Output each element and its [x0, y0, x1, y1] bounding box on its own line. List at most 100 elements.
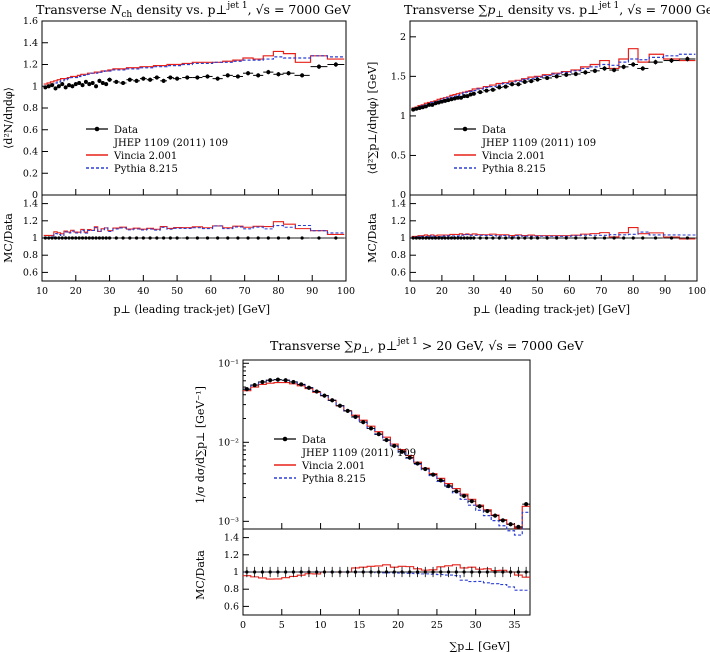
ratio-data-point	[94, 236, 98, 240]
data-point	[465, 94, 470, 99]
ratio-data-point	[276, 236, 281, 240]
ratio-data-point	[431, 570, 435, 574]
data-point	[669, 58, 674, 63]
data-point	[121, 80, 126, 85]
y-tick-label: 0	[400, 190, 406, 201]
data-point	[291, 379, 296, 384]
data-point	[337, 403, 342, 408]
ratio-data-point	[433, 236, 438, 240]
ratio-pythia-line	[43, 224, 345, 238]
title-part: , p⊥	[370, 338, 398, 353]
data-point	[306, 385, 311, 390]
data-point	[141, 76, 146, 81]
data-point	[415, 461, 420, 466]
data-point	[454, 489, 459, 494]
legend-data-marker	[282, 436, 288, 442]
x-tick-label: 90	[306, 286, 318, 297]
y-axis-label: ⟨d²N/dηdφ⟩	[2, 87, 15, 149]
ratio-data-point	[128, 236, 132, 240]
ratio-data-point	[574, 236, 578, 240]
x-tick-label: 60	[563, 286, 575, 297]
ratio-data-point	[256, 236, 260, 240]
ratio-data-point	[77, 236, 81, 240]
series-vincia-line	[411, 48, 696, 109]
ratio-y-tick-label: 0.8	[23, 250, 38, 261]
data-point	[485, 509, 490, 514]
ratio-data-point	[392, 570, 396, 574]
x-axis-label: ∑p⊥ [GeV]	[449, 640, 510, 652]
y-tick-label: 0.5	[391, 150, 406, 161]
data-point	[459, 95, 464, 100]
ratio-data-point	[641, 236, 645, 240]
data-point	[471, 91, 476, 96]
ratio-data-point	[535, 236, 540, 240]
title-subscript: ch	[121, 10, 132, 20]
y-tick-label: 1.2	[23, 60, 38, 71]
ratio-data-point	[491, 236, 495, 240]
ratio-data-point	[216, 236, 220, 240]
ratio-y-tick-label: 1	[400, 233, 406, 244]
data-point	[104, 82, 109, 87]
ratio-data-point	[443, 236, 447, 240]
data-point	[524, 502, 529, 507]
title-part: Transverse	[36, 2, 110, 17]
data-point	[420, 105, 425, 110]
ratio-data-point	[485, 570, 489, 574]
x-tick-label: 15	[353, 620, 365, 631]
panel-sumpt-distribution: Transverse ∑p⊥, p⊥jet 1 > 20 GeV, √s = 7…	[194, 337, 584, 652]
ratio-data-point	[446, 236, 450, 240]
data-point	[127, 77, 132, 82]
data-point	[107, 77, 112, 82]
x-tick-label: 5	[279, 620, 285, 631]
title-superscript: jet 1	[397, 337, 418, 347]
title-subscript: ⊥	[361, 346, 369, 356]
ratio-data-point	[369, 570, 373, 574]
y-tick-label: 0.2	[23, 168, 38, 179]
ratio-data-point	[334, 236, 338, 240]
data-point	[83, 79, 88, 84]
data-point	[414, 106, 419, 111]
legend-reference-label: JHEP 1109 (2011) 109	[301, 448, 416, 459]
ratio-data-point	[583, 236, 587, 240]
ratio-data-point	[84, 236, 88, 240]
title-symbol: p	[487, 2, 495, 17]
data-point	[316, 64, 321, 69]
data-point	[299, 382, 304, 387]
data-point	[500, 518, 505, 523]
data-point	[154, 75, 159, 80]
y-tick-label: 1	[400, 111, 406, 122]
ratio-vincia-line	[43, 221, 345, 236]
ratio-y-tick-label: 0.8	[391, 250, 406, 261]
data-point	[462, 94, 467, 99]
legend-reference-label: JHEP 1109 (2011) 109	[113, 138, 228, 149]
data-point	[497, 85, 502, 90]
ratio-data-point	[155, 236, 159, 240]
x-tick-label: 20	[392, 620, 404, 631]
data-point	[439, 99, 444, 104]
data-point	[384, 437, 389, 442]
data-point	[77, 80, 82, 85]
ratio-y-tick-label: 0.6	[391, 267, 406, 278]
ratio-data-point	[440, 236, 444, 240]
x-tick-label: 20	[436, 286, 448, 297]
data-point	[275, 377, 280, 382]
data-point	[612, 68, 617, 73]
ratio-data-point	[114, 236, 118, 240]
data-point	[449, 97, 454, 102]
ratio-data-point	[97, 236, 102, 240]
data-point	[423, 104, 428, 109]
ratio-y-tick-label: 1.4	[23, 199, 38, 210]
main-frame	[242, 359, 531, 530]
ratio-data-point	[121, 236, 125, 240]
data-point	[87, 82, 92, 87]
y-tick-label: 0.4	[23, 147, 38, 158]
data-point	[400, 449, 405, 454]
ratio-data-point	[299, 570, 303, 574]
ratio-data-point	[300, 236, 304, 240]
data-point	[353, 414, 358, 419]
data-point	[452, 96, 457, 101]
ratio-data-point	[175, 236, 179, 240]
ratio-data-point	[424, 236, 428, 240]
data-point	[573, 71, 578, 76]
ratio-data-point	[253, 570, 257, 574]
